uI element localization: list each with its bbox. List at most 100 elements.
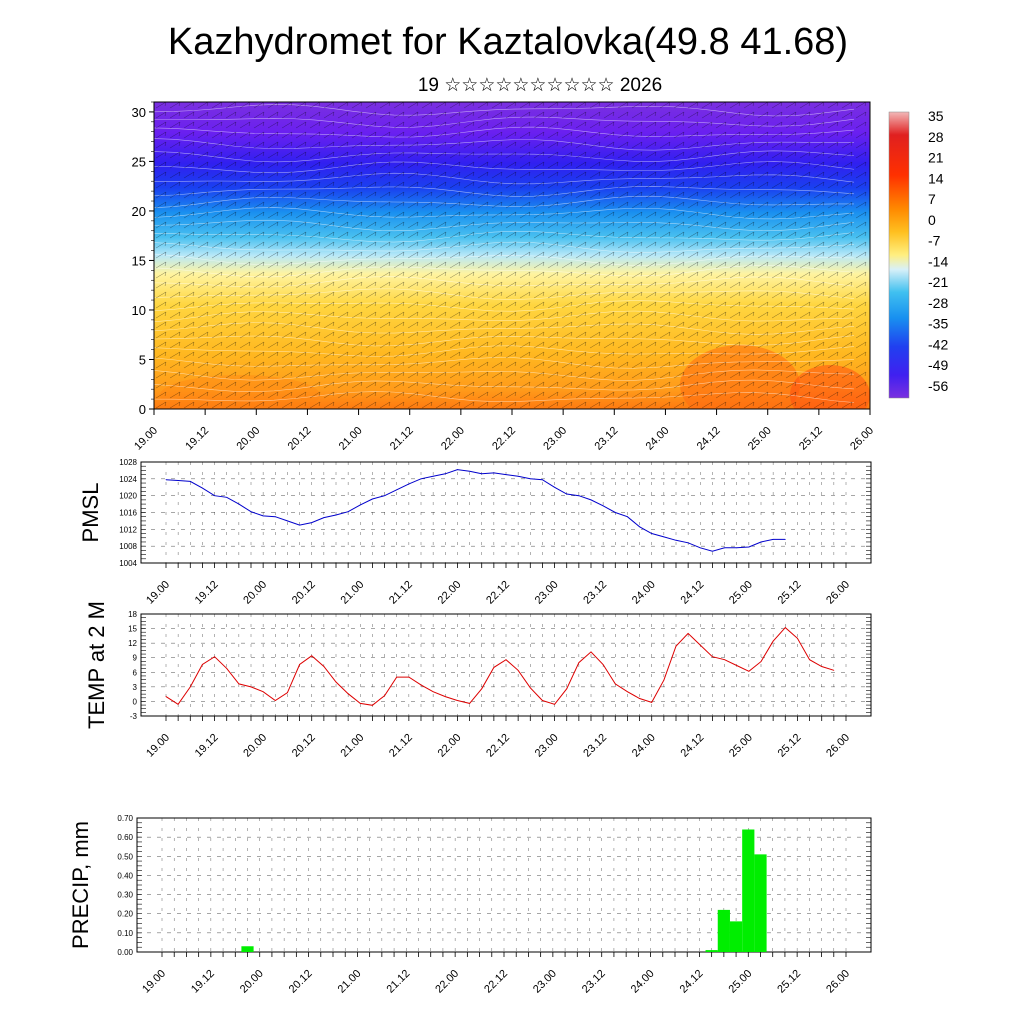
temp-point xyxy=(760,661,762,662)
pmsl-point xyxy=(262,515,264,517)
pmsl-point xyxy=(347,511,349,513)
pmsl-point xyxy=(384,495,385,497)
temp-point xyxy=(627,691,628,693)
temp-point xyxy=(274,700,276,701)
temp-y-tick-label: 9 xyxy=(133,654,138,663)
page-subtitle: 19 ☆☆☆☆☆☆☆☆☆☆ 2026 xyxy=(418,75,662,96)
temp-point xyxy=(189,686,191,688)
temp-series-line xyxy=(165,626,835,706)
colorbar-label: -14 xyxy=(928,253,948,269)
pmsl-x-tick-label: 22.12 xyxy=(484,579,512,607)
pmsl-y-label: PMSL xyxy=(78,483,103,543)
xs-x-tick-label: 23.12 xyxy=(592,425,620,453)
temp-point xyxy=(299,664,300,665)
pmsl-panel: 1004 1008 1012 1016 1020 1024 1028 19.00 19.12 20… xyxy=(78,458,872,607)
pmsl-point xyxy=(675,539,677,541)
temp-point xyxy=(262,691,264,693)
temp-y-tick-label: 0 xyxy=(133,697,138,706)
precip-x-tick-label: 26.00 xyxy=(824,968,852,996)
colorbar-label: 0 xyxy=(928,212,936,228)
pmsl-point xyxy=(408,483,410,485)
precip-x-tick-label: 24.00 xyxy=(629,968,657,996)
precip-x-tick-label: 19.00 xyxy=(140,968,168,996)
xs-x-tick-label: 19.00 xyxy=(132,425,160,453)
temp-point xyxy=(214,656,215,658)
temp-point xyxy=(663,679,665,681)
pmsl-y-tick-label: 1016 xyxy=(119,509,137,518)
temp-y-label: TEMP at 2 M xyxy=(84,601,109,729)
temp-point xyxy=(505,659,507,661)
colorbar: 35 28 21 14 7 0 -7 -14 -21 -28 -35 -42 -49 -56 xyxy=(888,108,948,399)
pmsl-point xyxy=(712,550,713,552)
precip-x-tick-label: 23.00 xyxy=(531,968,559,996)
pmsl-y-tick-label: 1024 xyxy=(119,475,137,484)
pmsl-point xyxy=(274,516,276,518)
colorbar-labels: 35 28 21 14 7 0 -7 -14 -21 -28 -35 -42 -49 -56 xyxy=(928,108,948,394)
precip-bar xyxy=(754,854,767,952)
temp-point xyxy=(469,702,470,704)
xs-x-tick-label: 22.00 xyxy=(439,425,467,453)
pmsl-point xyxy=(238,503,240,505)
temp-y-tick-label: -3 xyxy=(130,712,138,721)
temp-point xyxy=(675,645,677,647)
temp-point xyxy=(347,693,349,695)
colorbar-label: 35 xyxy=(928,108,944,124)
temp-point xyxy=(566,688,568,690)
temp-point xyxy=(554,703,555,705)
temp-y-tick-label: 12 xyxy=(128,639,137,648)
precip-y-label: PRECIP, mm xyxy=(68,821,93,949)
temp-point xyxy=(712,656,713,658)
pmsl-point xyxy=(554,486,555,488)
colorbar-label: -28 xyxy=(928,295,948,311)
pmsl-x-tick-label: 20.12 xyxy=(290,579,318,607)
pmsl-point xyxy=(457,469,458,470)
xs-y-tick-label: 25 xyxy=(132,154,146,169)
temp-point xyxy=(202,664,203,665)
pmsl-point xyxy=(420,478,422,480)
colorbar-label: 28 xyxy=(928,129,944,145)
xs-y-tick-label: 10 xyxy=(132,303,146,318)
pmsl-point xyxy=(748,546,750,548)
pmsl-point xyxy=(226,496,228,498)
temp-x-tick-label: 25.12 xyxy=(776,732,804,760)
temp-point xyxy=(517,669,519,671)
temp-x-tick-label: 20.00 xyxy=(241,732,269,760)
pmsl-y-tick-label: 1028 xyxy=(119,458,137,467)
pmsl-x-tick-label: 23.12 xyxy=(581,579,609,607)
pmsl-x-tick-label: 23.00 xyxy=(533,579,561,607)
precip-y-tick-label: 0.10 xyxy=(117,929,133,938)
precip-bar xyxy=(705,950,718,952)
xs-x-tick-label: 25.12 xyxy=(797,425,825,453)
pmsl-point xyxy=(189,480,191,482)
temp-point xyxy=(529,687,531,689)
pmsl-point xyxy=(335,514,337,516)
pmsl-point xyxy=(784,539,786,540)
xs-x-tick-label: 21.00 xyxy=(337,425,365,453)
xs-x-tick-label: 22.12 xyxy=(490,425,518,453)
pmsl-y-tick-label: 1004 xyxy=(119,559,137,568)
temp-x-tick-label: 22.00 xyxy=(436,732,464,760)
temp-point xyxy=(724,659,725,661)
xs-x-tick-label: 20.00 xyxy=(234,425,262,453)
precip-y-tick-label: 0.30 xyxy=(117,891,133,900)
temp-point xyxy=(736,665,738,666)
colorbar-ramp xyxy=(888,111,910,399)
pmsl-point xyxy=(760,541,762,543)
pmsl-x-tick-label: 22.00 xyxy=(436,579,464,607)
temp-x-tick-label: 20.12 xyxy=(290,732,318,760)
colorbar-label: -21 xyxy=(928,274,948,290)
temp-x-tick-label: 23.00 xyxy=(533,732,561,760)
temp-point xyxy=(396,676,398,678)
xs-y-tick-label: 20 xyxy=(132,204,146,219)
temp-point xyxy=(238,683,240,685)
cross-section-x-axis: 19.00 19.12 20.00 20.12 21.00 21.12 22.00 22.12… xyxy=(132,409,876,453)
precip-y-tick-label: 0.50 xyxy=(117,852,133,861)
temp-y-tick-label: 18 xyxy=(128,610,137,619)
pmsl-point xyxy=(372,498,373,500)
temp-point xyxy=(444,696,446,697)
pmsl-point xyxy=(663,536,665,538)
temp-y-tick-label: 6 xyxy=(133,668,138,677)
xs-x-tick-label: 19.12 xyxy=(183,425,211,453)
temp-x-tick-label: 19.12 xyxy=(193,732,221,760)
pmsl-point xyxy=(493,472,495,474)
